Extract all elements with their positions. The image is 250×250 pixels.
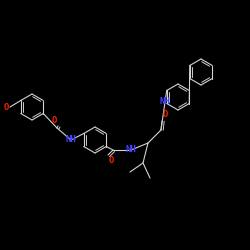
Text: O: O [163,110,168,119]
Text: O: O [52,116,57,125]
Text: NH: NH [66,136,76,144]
Text: O: O [109,156,114,165]
Text: NH: NH [160,98,170,106]
Text: NH: NH [126,146,136,154]
Text: O: O [4,102,9,112]
